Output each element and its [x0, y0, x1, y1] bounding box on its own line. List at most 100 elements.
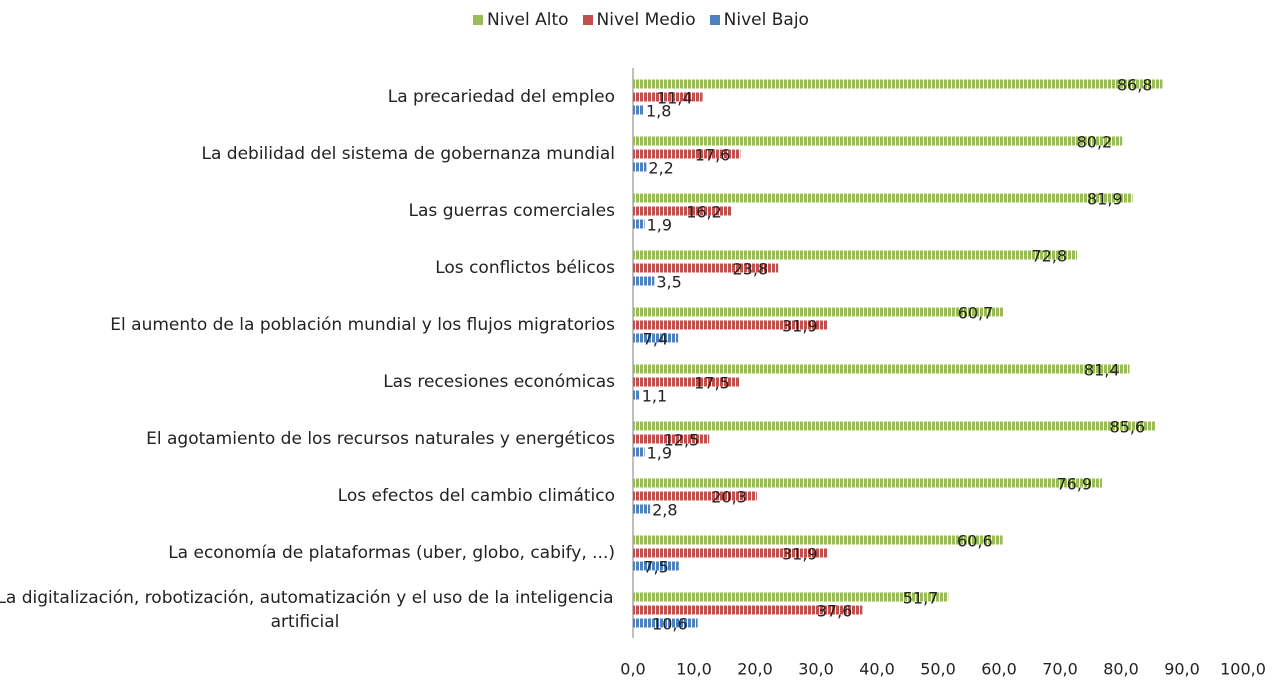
bar	[633, 548, 828, 558]
category-text: La precariedad del empleo	[387, 86, 615, 107]
bar	[633, 276, 655, 286]
bar	[633, 421, 1156, 431]
bar	[633, 447, 645, 457]
bar	[633, 263, 779, 273]
data-label: 81,4	[1084, 361, 1120, 380]
x-tick-label: 70,0	[1042, 660, 1078, 679]
category-label: La debilidad del sistema de gobernanza m…	[0, 142, 616, 166]
data-label: 76,9	[1056, 475, 1092, 494]
bar	[633, 377, 740, 387]
x-tick-label: 20,0	[737, 660, 773, 679]
category-text: La digitalización, robotización, automat…	[0, 587, 614, 632]
bar	[633, 105, 644, 115]
data-label: 51,7	[903, 589, 939, 608]
legend-label: Nivel Medio	[596, 10, 696, 30]
bar	[633, 390, 640, 400]
data-label: 10,6	[652, 615, 688, 634]
category-text: La debilidad del sistema de gobernanza m…	[201, 143, 616, 164]
x-tick-label: 30,0	[798, 660, 834, 679]
category-label: Las recesiones económicas	[0, 370, 615, 394]
data-label: 37,6	[817, 602, 853, 621]
category-label: El agotamiento de los recursos naturales…	[0, 427, 615, 451]
data-label: 11,4	[657, 89, 693, 108]
category-label: Las guerras comerciales	[0, 199, 615, 223]
bar	[633, 206, 732, 216]
category-text: Los efectos del cambio climático	[337, 485, 615, 506]
bar	[633, 434, 710, 444]
category-label: Los efectos del cambio climático	[0, 484, 615, 508]
bar	[633, 491, 757, 501]
category-label: La economía de plataformas (uber, globo,…	[0, 541, 615, 565]
data-label: 81,9	[1087, 190, 1123, 209]
category-label: El aumento de la población mundial y los…	[0, 313, 615, 337]
legend-label: Nivel Alto	[487, 10, 569, 30]
data-label: 31,9	[782, 317, 818, 336]
bar	[633, 561, 679, 571]
category-text: El aumento de la población mundial y los…	[110, 314, 615, 335]
bar	[633, 592, 949, 602]
data-label: 7,5	[643, 558, 668, 577]
x-tick-label: 0,0	[620, 660, 645, 679]
data-label: 3,5	[656, 273, 681, 292]
bar	[633, 504, 651, 514]
legend-label: Nivel Bajo	[723, 10, 809, 30]
bar	[633, 250, 1078, 260]
bar	[633, 193, 1133, 203]
bar	[633, 605, 863, 615]
category-label: Los conflictos bélicos	[0, 256, 615, 280]
bar	[633, 333, 679, 343]
x-tick-label: 100,0	[1220, 660, 1266, 679]
data-label: 2,8	[652, 501, 677, 520]
bar	[633, 219, 645, 229]
data-label: 1,9	[647, 444, 672, 463]
data-label: 72,8	[1031, 247, 1067, 266]
x-tick-label: 10,0	[676, 660, 712, 679]
legend-marker	[582, 15, 593, 25]
category-text: Las recesiones económicas	[383, 371, 615, 392]
category-text: Los conflictos bélicos	[435, 257, 615, 278]
data-label: 85,6	[1110, 418, 1146, 437]
bar	[633, 364, 1130, 374]
legend-marker	[473, 15, 484, 25]
data-label: 31,9	[782, 545, 818, 564]
x-tick-label: 80,0	[1103, 660, 1139, 679]
bar	[633, 307, 1004, 317]
bar	[633, 478, 1103, 488]
legend-item: Nivel Bajo	[709, 10, 809, 30]
data-label: 2,2	[648, 159, 673, 178]
data-label: 12,5	[664, 431, 700, 450]
data-label: 1,1	[642, 387, 667, 406]
data-label: 7,4	[643, 330, 668, 349]
category-text: La economía de plataformas (uber, globo,…	[168, 542, 615, 563]
data-label: 17,6	[695, 146, 731, 165]
x-tick-label: 50,0	[920, 660, 956, 679]
category-text: Las guerras comerciales	[408, 200, 615, 221]
x-tick-label: 60,0	[981, 660, 1017, 679]
legend: Nivel Alto Nivel Medio Nivel Bajo	[0, 10, 1282, 30]
legend-item: Nivel Medio	[582, 10, 696, 30]
bar	[633, 92, 703, 102]
x-tick-label: 90,0	[1164, 660, 1200, 679]
data-label: 20,3	[711, 488, 747, 507]
bar	[633, 320, 828, 330]
category-text: El agotamiento de los recursos naturales…	[146, 428, 615, 449]
bar	[633, 136, 1123, 146]
category-label: La digitalización, robotización, automat…	[0, 586, 615, 634]
legend-item: Nivel Alto	[473, 10, 569, 30]
data-label: 60,7	[958, 304, 994, 323]
data-label: 60,6	[957, 532, 993, 551]
data-label: 86,8	[1117, 76, 1153, 95]
bar	[633, 149, 741, 159]
data-label: 80,2	[1077, 133, 1113, 152]
data-label: 1,8	[646, 102, 671, 121]
data-label: 1,9	[647, 216, 672, 235]
bar	[633, 79, 1163, 89]
bar	[633, 535, 1003, 545]
legend-marker	[709, 15, 720, 25]
category-label: La precariedad del empleo	[0, 85, 615, 109]
x-tick-label: 40,0	[859, 660, 895, 679]
data-label: 16,2	[686, 203, 722, 222]
data-label: 17,5	[694, 374, 730, 393]
